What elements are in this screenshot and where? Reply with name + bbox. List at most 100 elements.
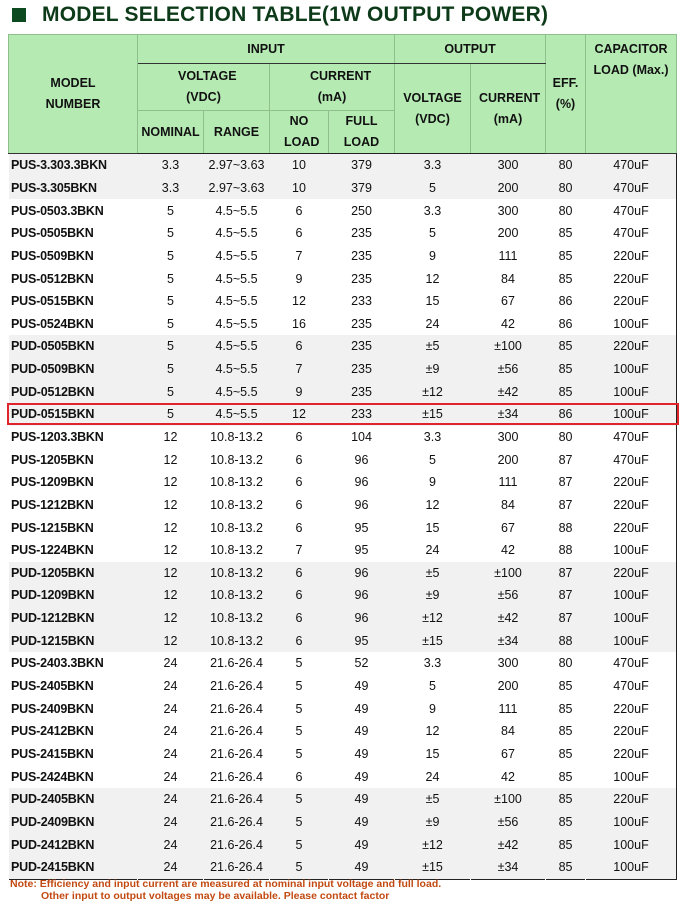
cell-model: PUD-1212BKN: [8, 606, 138, 630]
cell-out-voltage: 3.3: [394, 153, 471, 177]
cell-range: 10.8-13.2: [203, 629, 270, 653]
cell-no-load: 10: [269, 176, 329, 200]
cell-range: 10.8-13.2: [203, 606, 270, 630]
cell-nominal: 12: [137, 493, 204, 517]
cell-eff: 85: [545, 244, 586, 268]
cell-no-load: 5: [269, 855, 329, 879]
cell-full-load: 52: [328, 652, 395, 675]
cell-cap-load: 470uF: [585, 176, 677, 200]
cell-no-load: 6: [269, 335, 329, 358]
cell-no-load: 16: [269, 312, 329, 336]
cell-out-current: 300: [470, 153, 546, 177]
cell-range: 21.6-26.4: [203, 742, 270, 766]
cell-model: PUS-2412BKN: [8, 720, 138, 743]
cell-nominal: 24: [137, 652, 204, 675]
cell-range: 4.5~5.5: [203, 335, 270, 358]
cell-full-load: 235: [328, 267, 395, 290]
cell-out-current: ±56: [470, 357, 546, 381]
header-out-current: CURRENT (mA): [469, 63, 547, 154]
cell-full-load: 49: [328, 810, 395, 834]
cell-cap-load: 220uF: [585, 697, 677, 721]
cell-range: 4.5~5.5: [203, 403, 270, 426]
cell-full-load: 49: [328, 765, 395, 788]
cell-out-current: 67: [470, 289, 546, 313]
table-row: PUS-1212BKN 12 10.8-13.2 6 96 12 84 87 220uF: [8, 493, 677, 517]
cell-out-current: ±34: [470, 403, 546, 426]
table-row: PUD-1205BKN 12 10.8-13.2 6 96 ±5 ±100 87 220uF: [8, 561, 677, 585]
table-row: PUS-1215BKN 12 10.8-13.2 6 95 15 67 88 220uF: [8, 516, 677, 539]
cell-model: PUD-0509BKN: [8, 357, 138, 381]
header-no-load: NO LOAD: [269, 110, 329, 154]
cell-range: 4.5~5.5: [203, 380, 270, 404]
cell-eff: 86: [545, 312, 586, 336]
table-row: PUS-2403.3BKN 24 21.6-26.4 5 52 3.3 300 80 470uF: [8, 652, 677, 675]
cell-cap-load: 100uF: [585, 810, 677, 834]
cell-eff: 85: [545, 787, 586, 811]
table-row: PUD-2415BKN 24 21.6-26.4 5 49 ±15 ±34 85 100uF: [8, 855, 677, 879]
cell-eff: 85: [545, 742, 586, 766]
cell-cap-load: 100uF: [585, 584, 677, 607]
cell-no-load: 5: [269, 742, 329, 766]
cell-range: 4.5~5.5: [203, 289, 270, 313]
cell-nominal: 12: [137, 561, 204, 585]
cell-out-current: 84: [470, 493, 546, 517]
cell-out-current: 300: [470, 652, 546, 675]
cell-out-voltage: ±9: [394, 584, 471, 607]
cell-nominal: 12: [137, 516, 204, 539]
cell-full-load: 233: [328, 289, 395, 313]
cell-out-voltage: 15: [394, 742, 471, 766]
cell-nominal: 12: [137, 606, 204, 630]
page-title: MODEL SELECTION TABLE(1W OUTPUT POWER): [12, 3, 548, 27]
cell-full-load: 235: [328, 244, 395, 268]
cell-eff: 88: [545, 538, 586, 562]
cell-full-load: 49: [328, 674, 395, 698]
cell-no-load: 6: [269, 629, 329, 653]
cell-model: PUD-0515BKN: [8, 403, 138, 426]
cell-eff: 87: [545, 584, 586, 607]
header-range: RANGE: [203, 110, 270, 154]
cell-no-load: 6: [269, 470, 329, 494]
cell-range: 21.6-26.4: [203, 810, 270, 834]
cell-cap-load: 470uF: [585, 652, 677, 675]
cell-range: 10.8-13.2: [203, 425, 270, 449]
cell-cap-load: 470uF: [585, 199, 677, 222]
cell-cap-load: 220uF: [585, 470, 677, 494]
cell-cap-load: 100uF: [585, 380, 677, 404]
cell-out-current: ±42: [470, 380, 546, 404]
cell-eff: 80: [545, 153, 586, 177]
cell-out-current: ±42: [470, 606, 546, 630]
cell-out-voltage: ±5: [394, 335, 471, 358]
table-row: PUS-2409BKN 24 21.6-26.4 5 49 9 111 85 220uF: [8, 697, 677, 721]
cell-model: PUS-1205BKN: [8, 448, 138, 471]
cell-no-load: 9: [269, 380, 329, 404]
cell-eff: 85: [545, 833, 586, 856]
cell-no-load: 5: [269, 697, 329, 721]
table-row: PUD-0509BKN 5 4.5~5.5 7 235 ±9 ±56 85 100uF: [8, 357, 677, 381]
cell-model: PUD-1209BKN: [8, 584, 138, 607]
table-row: PUD-1215BKN 12 10.8-13.2 6 95 ±15 ±34 88 100uF: [8, 629, 677, 653]
cell-eff: 86: [545, 289, 586, 313]
cell-model: PUD-1215BKN: [8, 629, 138, 653]
cell-model: PUS-0524BKN: [8, 312, 138, 336]
cell-model: PUD-0505BKN: [8, 335, 138, 358]
cell-eff: 85: [545, 697, 586, 721]
cell-no-load: 6: [269, 199, 329, 222]
cell-out-voltage: ±12: [394, 606, 471, 630]
cell-model: PUD-0512BKN: [8, 380, 138, 404]
cell-nominal: 5: [137, 380, 204, 404]
cell-out-current: 200: [470, 448, 546, 471]
cell-out-voltage: 5: [394, 448, 471, 471]
cell-out-current: 200: [470, 176, 546, 200]
cell-model: PUD-2409BKN: [8, 810, 138, 834]
table-row: PUD-1212BKN 12 10.8-13.2 6 96 ±12 ±42 87 100uF: [8, 606, 677, 630]
cell-cap-load: 220uF: [585, 561, 677, 585]
cell-full-load: 49: [328, 833, 395, 856]
cell-cap-load: 100uF: [585, 833, 677, 856]
cell-range: 21.6-26.4: [203, 720, 270, 743]
cell-out-current: 42: [470, 312, 546, 336]
cell-full-load: 96: [328, 448, 395, 471]
cell-out-voltage: 9: [394, 697, 471, 721]
cell-cap-load: 100uF: [585, 855, 677, 879]
cell-cap-load: 100uF: [585, 403, 677, 426]
cell-out-current: 67: [470, 516, 546, 539]
